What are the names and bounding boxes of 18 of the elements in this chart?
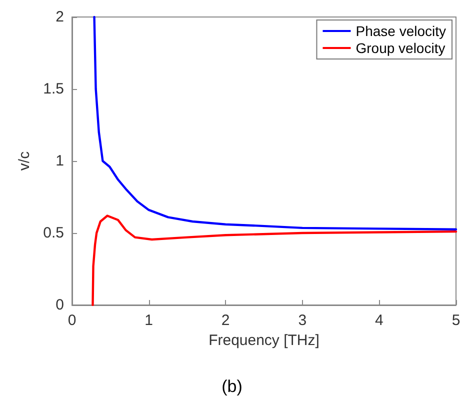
text: (b) [222,377,242,396]
y-tick-label: 1.5 [43,80,64,98]
x-tick-label: 5 [452,312,460,329]
x-tick-label: 2 [221,312,230,329]
line-series [92,214,458,306]
legend-label: Group velocity [356,40,446,56]
x-tick-label: 3 [298,312,307,329]
x-tick-label: 0 [68,312,76,329]
x-tick-label: 1 [144,312,153,329]
y-tick-label: 0 [56,296,64,314]
y-tick-label: 0.5 [43,224,64,242]
y-axis-title: v/c [16,150,34,171]
x-axis-title: Frequency [THz] [208,332,320,349]
y-tick-label: 1 [56,152,64,170]
legend-label: Phase velocity [356,23,446,39]
y-tick-label: 2 [56,8,64,26]
x-tick-label: 4 [375,312,384,329]
line-series [93,16,458,230]
